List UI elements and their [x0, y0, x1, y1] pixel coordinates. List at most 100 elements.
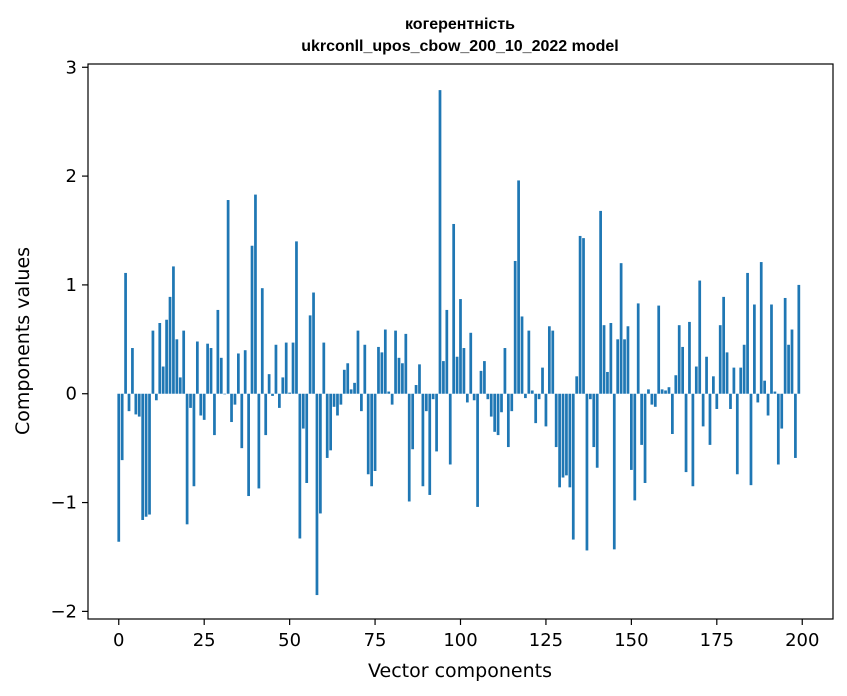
bar-46	[274, 344, 278, 394]
bar-18	[178, 377, 182, 394]
bar-199	[797, 284, 801, 394]
bar-14	[165, 319, 168, 394]
bar-32	[226, 200, 230, 394]
bar-79	[387, 391, 391, 394]
bar-80	[390, 393, 394, 405]
bar-119	[524, 393, 527, 399]
bar-4	[131, 348, 134, 394]
y-tick-label: −2	[50, 601, 77, 622]
bar-122	[534, 393, 538, 424]
bar-11	[154, 393, 158, 401]
bar-140	[595, 393, 599, 468]
bar-180	[732, 367, 736, 394]
bar-127	[551, 330, 555, 394]
bar-185	[749, 393, 753, 486]
bars-group	[117, 90, 801, 596]
bar-179	[729, 393, 732, 409]
bar-118	[520, 316, 524, 394]
bar-164	[677, 325, 681, 394]
bar-36	[240, 393, 244, 449]
bar-135	[578, 235, 582, 394]
bar-7	[141, 393, 145, 520]
bar-108	[486, 393, 490, 400]
x-axis-ticks: 0 25 50 75 100 125 150 175 200	[113, 619, 819, 651]
bar-40	[254, 194, 257, 394]
bar-178	[725, 352, 729, 394]
bar-50	[288, 392, 291, 394]
bar-175	[715, 393, 719, 409]
bar-181	[735, 393, 739, 475]
bar-16	[172, 266, 175, 394]
bar-81	[394, 330, 397, 394]
bar-163	[674, 375, 678, 394]
bar-148	[623, 339, 626, 394]
bar-195	[783, 297, 787, 394]
y-axis-label: Components values	[12, 247, 34, 435]
bar-120	[527, 330, 531, 394]
bar-189	[763, 380, 767, 394]
bar-193	[776, 393, 780, 465]
y-axis-ticks: −2 −1 0 1 2 3	[50, 57, 88, 622]
x-axis-label: Vector components	[368, 660, 552, 682]
bar-137	[585, 393, 589, 551]
bar-51	[291, 342, 295, 394]
bar-155	[647, 389, 650, 394]
bar-67	[346, 363, 350, 394]
bar-106	[479, 370, 483, 394]
bar-183	[742, 344, 746, 394]
bar-196	[787, 344, 790, 394]
bar-41	[257, 393, 261, 489]
bar-75	[373, 393, 377, 471]
bar-45	[271, 393, 274, 396]
bar-165	[681, 346, 684, 394]
bar-91	[428, 393, 432, 495]
bar-77	[380, 352, 384, 394]
bar-157	[653, 393, 657, 407]
bar-9	[148, 393, 151, 515]
bar-85	[407, 393, 411, 502]
bar-83	[401, 363, 404, 394]
bar-121	[530, 390, 534, 394]
bar-56	[308, 315, 312, 394]
bar-198	[794, 393, 797, 458]
bar-38	[247, 393, 250, 497]
bar-150	[630, 393, 633, 470]
bar-112	[500, 393, 503, 413]
bar-93	[435, 393, 438, 452]
x-tick-label: 50	[278, 630, 301, 651]
bar-146	[616, 339, 620, 394]
x-tick-label: 0	[113, 630, 124, 651]
bar-15	[168, 296, 172, 394]
bar-1	[120, 393, 124, 461]
bar-139	[592, 393, 596, 448]
bar-144	[609, 323, 613, 394]
bar-126	[547, 326, 551, 394]
bar-86	[411, 393, 415, 450]
bar-158	[657, 305, 661, 394]
bar-49	[284, 342, 288, 394]
bar-174	[712, 376, 715, 394]
y-tick-label: 0	[66, 384, 77, 405]
bar-48	[281, 377, 285, 394]
bar-12	[158, 323, 162, 394]
x-tick-label: 150	[614, 630, 648, 651]
bar-107	[483, 361, 486, 394]
bar-52	[295, 241, 298, 394]
bar-39	[250, 245, 254, 394]
bar-76	[377, 346, 380, 394]
bar-54	[301, 393, 305, 429]
bar-149	[626, 326, 630, 394]
y-tick-label: −1	[50, 493, 77, 514]
bar-94	[438, 90, 442, 394]
bar-133	[571, 393, 575, 540]
bar-145	[612, 393, 616, 550]
bar-43	[264, 393, 268, 436]
bar-97	[448, 393, 452, 465]
bar-88	[418, 364, 421, 394]
bar-125	[544, 393, 548, 427]
bar-100	[459, 299, 462, 394]
bar-115	[510, 393, 514, 412]
bar-29	[216, 309, 220, 394]
bar-82	[397, 357, 401, 394]
bar-34	[233, 393, 237, 405]
